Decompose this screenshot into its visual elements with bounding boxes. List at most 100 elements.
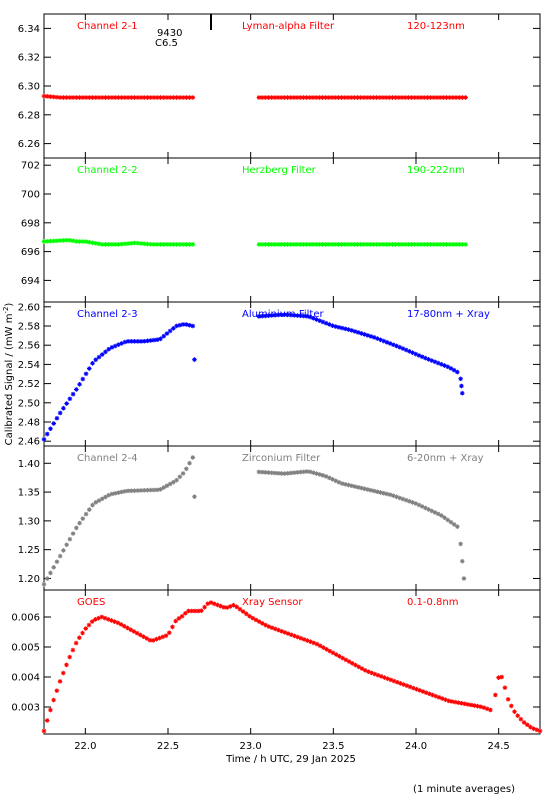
data-point — [313, 95, 319, 100]
data-point — [375, 672, 381, 678]
data-point — [192, 494, 197, 499]
data-point — [307, 242, 313, 247]
data-point — [132, 240, 137, 246]
data-point — [375, 489, 380, 495]
data-point — [362, 332, 367, 337]
data-point — [406, 95, 411, 100]
data-point — [93, 241, 99, 246]
data-point — [106, 492, 111, 498]
data-point — [353, 662, 358, 668]
data-point — [356, 664, 362, 670]
data-point — [442, 515, 447, 521]
data-point — [167, 328, 173, 334]
data-point — [350, 661, 355, 666]
data-point — [54, 559, 60, 565]
data-point — [402, 95, 408, 100]
data-point — [509, 703, 514, 709]
y-axis-label-main: Calibrated Signal / (mW m — [4, 314, 15, 446]
data-point — [184, 242, 189, 247]
data-point — [453, 242, 459, 247]
data-point — [436, 695, 442, 700]
data-point — [93, 500, 99, 505]
data-point — [420, 689, 426, 694]
data-point — [403, 347, 409, 353]
data-point — [380, 242, 386, 247]
data-point — [70, 531, 76, 536]
data-point — [147, 637, 153, 643]
data-point — [413, 501, 419, 506]
data-point — [154, 487, 160, 493]
data-point — [461, 576, 467, 581]
data-point — [86, 239, 92, 245]
data-point — [174, 477, 179, 483]
data-point — [310, 95, 316, 100]
data-point — [288, 95, 294, 100]
data-point — [368, 487, 374, 493]
data-point — [502, 685, 508, 691]
data-point — [394, 343, 399, 349]
data-point — [141, 95, 147, 100]
data-point — [295, 470, 300, 475]
data-point — [413, 351, 419, 357]
data-point — [77, 239, 82, 244]
data-point — [393, 242, 398, 247]
data-point — [259, 242, 265, 247]
channel-label: Channel 2-4 — [77, 453, 138, 464]
y-tick-label: 702 — [21, 161, 40, 172]
data-point — [301, 313, 307, 319]
data-point — [414, 686, 419, 692]
data-point — [48, 426, 53, 432]
data-point — [57, 553, 63, 559]
data-point — [378, 337, 383, 343]
data-point — [423, 690, 429, 695]
data-point — [48, 570, 53, 576]
data-point — [410, 350, 415, 355]
data-point — [116, 490, 121, 495]
data-point — [429, 358, 435, 363]
data-point — [132, 339, 137, 344]
data-point — [202, 604, 207, 610]
data-point — [148, 95, 154, 100]
data-point — [180, 242, 186, 247]
data-point — [103, 349, 108, 355]
data-point — [99, 95, 105, 100]
panel-frame — [43, 157, 541, 303]
data-point — [349, 483, 355, 489]
data-point — [256, 95, 262, 100]
data-point — [145, 487, 150, 493]
data-point — [435, 360, 441, 366]
data-point — [73, 640, 79, 646]
data-point — [278, 95, 284, 100]
data-point — [452, 699, 458, 705]
data-point — [521, 720, 527, 725]
data-point — [115, 620, 121, 626]
data-point — [465, 702, 471, 707]
data-point — [301, 95, 306, 100]
data-point — [348, 242, 354, 247]
data-point — [349, 328, 355, 333]
data-point — [399, 242, 405, 247]
filter-label: Aluminium Filter — [242, 309, 325, 320]
data-point — [51, 565, 57, 570]
data-point — [60, 670, 66, 676]
data-point — [279, 628, 284, 634]
filter-label: Herzberg Filter — [242, 165, 317, 176]
data-point — [67, 237, 73, 243]
data-point — [269, 313, 275, 318]
data-point — [180, 471, 186, 476]
data-point — [445, 517, 451, 523]
data-point — [192, 357, 197, 362]
data-point — [396, 95, 402, 100]
data-point — [381, 338, 387, 344]
data-point — [161, 95, 166, 100]
data-point — [221, 604, 227, 610]
data-point — [365, 487, 371, 492]
data-point — [64, 401, 69, 406]
data-point — [141, 338, 147, 344]
data-point — [262, 95, 268, 100]
data-point — [134, 630, 140, 636]
data-point — [199, 608, 204, 613]
data-point — [166, 630, 172, 636]
data-point — [64, 542, 69, 548]
data-point — [399, 95, 405, 100]
